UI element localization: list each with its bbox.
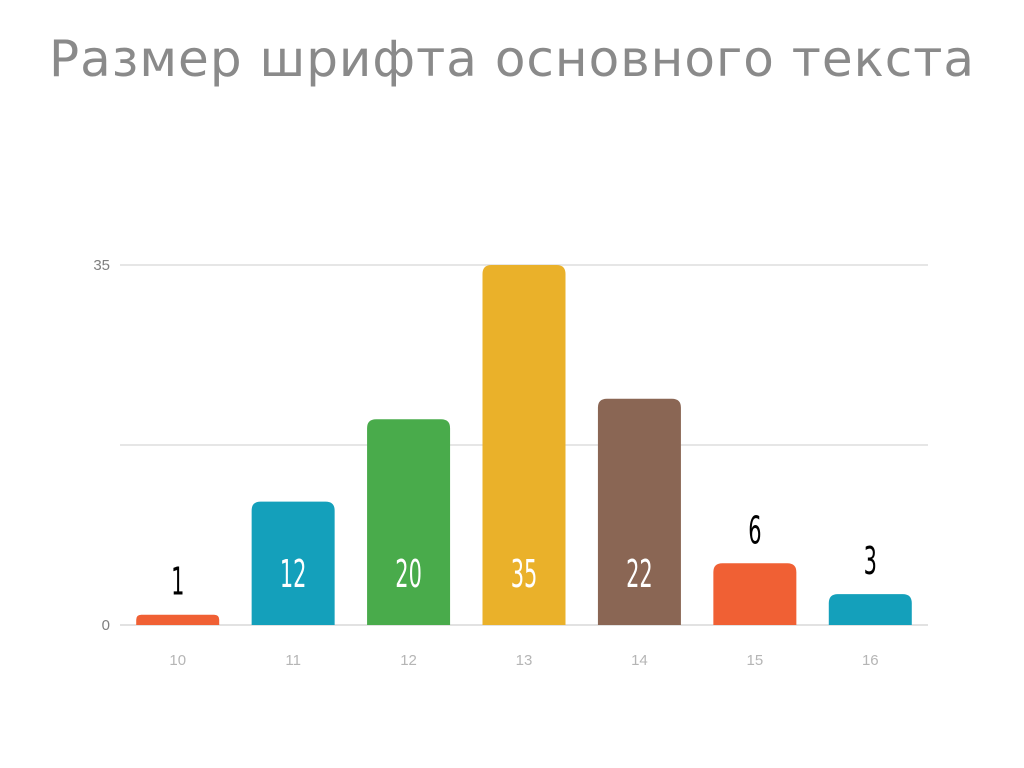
bars <box>136 265 912 625</box>
bar <box>597 398 681 625</box>
y-tick-label: 0 <box>102 617 110 634</box>
bar <box>136 614 220 625</box>
x-tick-label: 14 <box>631 652 648 669</box>
bar-value-label: 6 <box>748 510 761 553</box>
x-tick-label: 15 <box>747 652 764 669</box>
bar <box>828 594 912 625</box>
x-tick-label: 12 <box>400 652 417 669</box>
bar-value-label: 1 <box>171 561 184 604</box>
x-tick-label: 16 <box>862 652 879 669</box>
bar <box>713 563 797 625</box>
bar-value-label: 20 <box>395 554 422 597</box>
chart-title: Размер шрифта основного текста <box>48 30 976 88</box>
x-tick-label: 10 <box>169 652 186 669</box>
bar <box>367 419 451 625</box>
bar-value-label: 22 <box>626 554 653 597</box>
bar-value-label: 3 <box>864 541 877 584</box>
bar <box>251 501 335 625</box>
bar-value-label: 35 <box>511 554 538 597</box>
y-tick-label: 35 <box>93 257 110 274</box>
data-labels: 1 12 20 35 22 6 3 <box>171 510 877 605</box>
bar-value-label: 12 <box>280 554 307 597</box>
bar <box>482 265 566 625</box>
x-tick-label: 11 <box>285 652 301 669</box>
x-tick-label: 13 <box>516 652 533 669</box>
